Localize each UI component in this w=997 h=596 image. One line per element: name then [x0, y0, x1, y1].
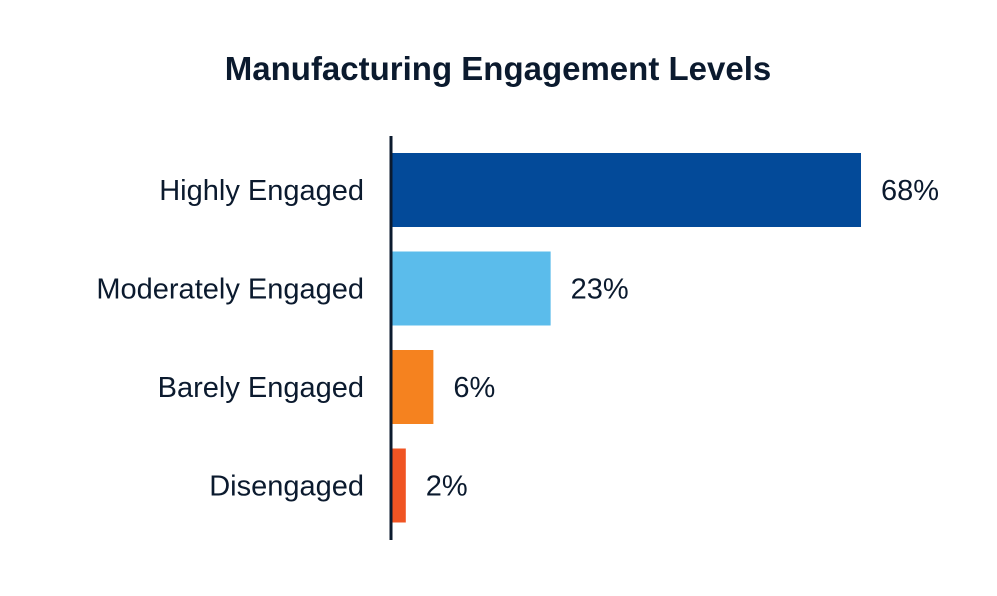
category-label-disengaged: Disengaged [209, 471, 364, 503]
bars-layer [392, 153, 861, 523]
value-label-highly-engaged: 68% [881, 175, 939, 207]
bar-barely-engaged [392, 350, 434, 424]
value-label-barely-engaged: 6% [453, 372, 495, 404]
value-labels: 68% 23% 6% 2% [426, 175, 939, 503]
bar-disengaged [392, 448, 406, 523]
chart-title: Manufacturing Engagement Levels [225, 50, 771, 87]
category-label-barely-engaged: Barely Engaged [158, 372, 364, 404]
category-label-moderately-engaged: Moderately Engaged [96, 274, 364, 306]
value-label-moderately-engaged: 23% [571, 274, 629, 306]
value-label-disengaged: 2% [426, 471, 468, 503]
category-labels: Highly Engaged Moderately Engaged Barely E… [96, 175, 364, 503]
bar-moderately-engaged [392, 251, 551, 326]
bar-highly-engaged [392, 153, 861, 227]
category-label-highly-engaged: Highly Engaged [159, 175, 364, 207]
